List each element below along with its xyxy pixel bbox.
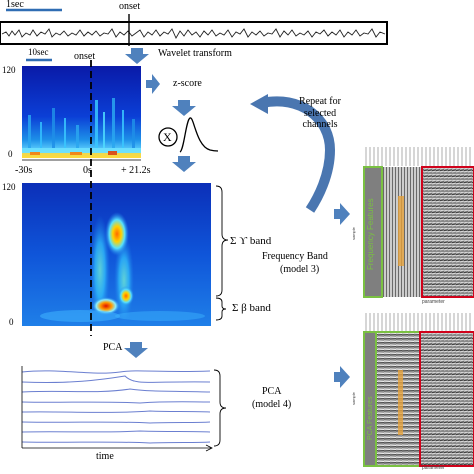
model3-label-line2: (model 3): [280, 264, 320, 275]
model3-matrix: [362, 146, 474, 298]
repeat-note: Repeat for selected channels: [299, 96, 341, 130]
pca-label-line1: PCA: [262, 386, 282, 397]
big-spectrogram-activity: [40, 212, 205, 325]
pca-label-line2: (model 4): [252, 399, 292, 410]
big-spec-ytop: 120: [2, 182, 16, 192]
convolve-down-arrow[interactable]: [172, 156, 196, 172]
model3-arrow[interactable]: [334, 203, 350, 225]
gamma-brace: [215, 185, 229, 297]
xtick-0: 0s: [83, 165, 92, 176]
gamma-band-label: Σ ϒ band: [230, 235, 272, 247]
small-spectrogram-texture: [22, 98, 141, 158]
model3-side-label: Frequency Features: [366, 198, 375, 270]
model4-row-label: sample: [351, 392, 356, 405]
model4-arrow[interactable]: [334, 366, 350, 388]
wavelet-scale-label: 10sec: [28, 47, 49, 57]
repeat-arrowhead: [250, 94, 268, 114]
beta-band-label: Σ β band: [232, 302, 271, 314]
multiply-symbol: X: [163, 130, 172, 144]
wavelet-label: Wavelet transform: [158, 48, 232, 59]
wavelet-arrow[interactable]: [125, 48, 149, 64]
model3-label-line1: Frequency Band: [262, 251, 328, 262]
pca-arrow[interactable]: [124, 342, 148, 358]
xtick-plus21: + 21.2s: [121, 165, 151, 176]
repeat-curve-arrow[interactable]: [260, 96, 336, 213]
small-spec-ytop: 120: [2, 65, 16, 75]
model4-matrix: [362, 312, 474, 470]
model4-axis-label: parameter: [422, 465, 445, 471]
eeg-onset-label: onset: [119, 1, 141, 12]
zscore-arrow[interactable]: [146, 74, 160, 94]
pca-arrow-label: PCA: [103, 342, 123, 353]
pca-brace: [213, 369, 227, 447]
pca-components: [21, 370, 211, 444]
multiply-icon: [158, 127, 178, 147]
eeg-trace-box: [0, 21, 388, 45]
eeg-signal: [1, 28, 386, 39]
zscore-down-arrow[interactable]: [172, 100, 196, 116]
pca-time-label: time: [96, 451, 114, 462]
eeg-scale-label: 1sec: [6, 0, 24, 10]
big-spec-ybottom: 0: [9, 317, 14, 327]
wavelet-onset-label: onset: [74, 51, 96, 62]
pca-time-arrowhead: [205, 444, 213, 452]
model4-side-label: PCA Features: [367, 396, 374, 440]
model3-row-label: sample: [351, 227, 356, 240]
zscore-label: z-score: [173, 78, 202, 89]
xtick-minus30: -30s: [15, 165, 33, 176]
model3-axis-label: parameter: [422, 299, 445, 305]
beta-brace: [215, 297, 227, 321]
kernel-curve: [179, 117, 219, 153]
small-spec-ybottom: 0: [8, 149, 13, 159]
